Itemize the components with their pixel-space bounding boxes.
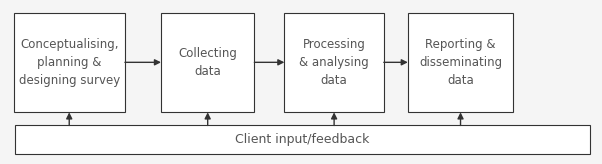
Text: Client input/feedback: Client input/feedback [235, 133, 370, 146]
Text: Processing
& analysing
data: Processing & analysing data [299, 38, 369, 87]
Text: Conceptualising,
planning &
designing survey: Conceptualising, planning & designing su… [19, 38, 120, 87]
Bar [161, 13, 254, 112]
Bar [408, 13, 513, 112]
Text: Reporting &
disseminating
data: Reporting & disseminating data [419, 38, 502, 87]
Text: Collecting
data: Collecting data [178, 47, 237, 78]
Bar [14, 13, 125, 112]
Bar [15, 125, 590, 154]
Bar [284, 13, 384, 112]
